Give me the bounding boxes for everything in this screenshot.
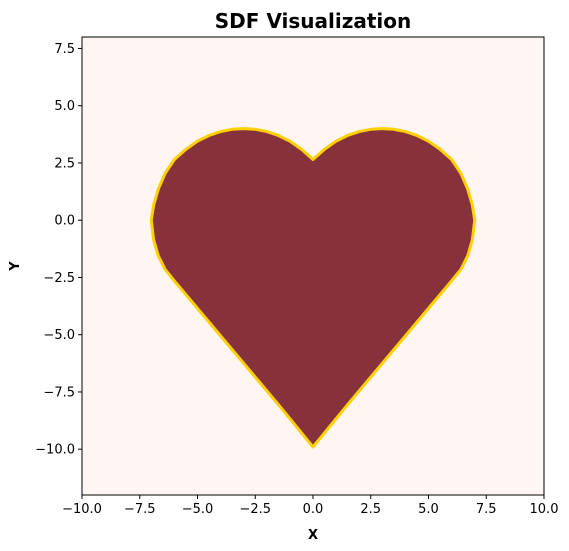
- x-tick-label: 0.0: [303, 502, 324, 517]
- y-tick-label: 5.0: [54, 99, 75, 114]
- x-tick-label: −5.0: [182, 502, 214, 517]
- x-tick-label: 5.0: [418, 502, 439, 517]
- y-tick-label: 7.5: [54, 42, 75, 57]
- y-tick-label: −5.0: [43, 328, 75, 343]
- x-tick-label: −7.5: [124, 502, 156, 517]
- x-tick-label: 7.5: [476, 502, 497, 517]
- x-axis-label: X: [308, 528, 318, 543]
- y-axis: −10.0 −7.5 −5.0 −2.5 0.0 2.5 5.0 7.5: [35, 42, 82, 458]
- heart-shape-fill: [151, 128, 475, 447]
- y-tick-label: −7.5: [43, 385, 75, 400]
- y-tick-label: 0.0: [54, 214, 75, 229]
- x-tick-label: −10.0: [62, 502, 102, 517]
- y-tick-label: −2.5: [43, 271, 75, 286]
- x-tick-label: 10.0: [530, 502, 559, 517]
- y-axis-label: Y: [8, 261, 23, 272]
- y-tick-label: 2.5: [54, 156, 75, 171]
- x-tick-label: 2.5: [360, 502, 381, 517]
- y-tick-label: −10.0: [35, 443, 75, 458]
- x-axis: −10.0 −7.5 −5.0 −2.5 0.0 2.5 5.0 7.5 10.0: [62, 495, 558, 517]
- x-tick-label: −2.5: [239, 502, 271, 517]
- heart-contour-line: [149, 127, 477, 449]
- chart-title: SDF Visualization: [215, 9, 412, 33]
